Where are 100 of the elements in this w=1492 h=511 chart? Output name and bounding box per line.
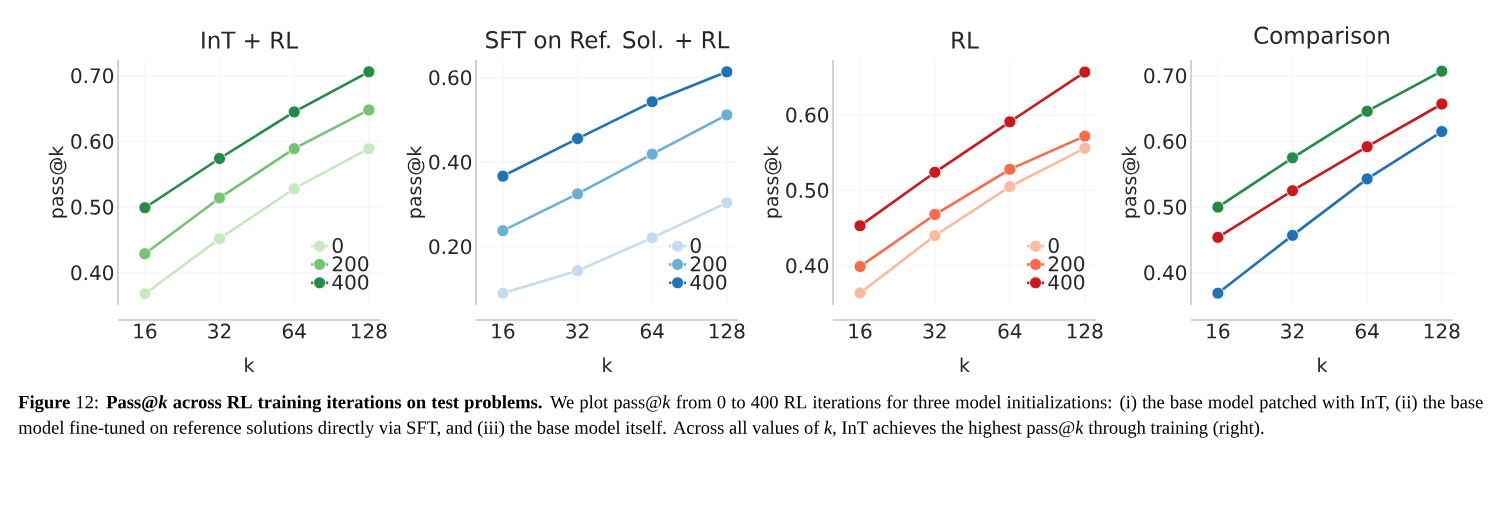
point	[1003, 115, 1017, 129]
point	[213, 152, 226, 165]
point	[1078, 65, 1092, 79]
point	[1286, 151, 1299, 165]
y-tick-label: 0.50	[1144, 199, 1187, 215]
y-axis-title: pass@k	[406, 145, 426, 218]
x-tick-label: 32	[1281, 323, 1304, 339]
point	[138, 287, 152, 301]
point	[928, 208, 942, 221]
chart-title: Comparison	[1254, 26, 1389, 49]
point	[1435, 64, 1449, 78]
x-axis-title: k	[1318, 357, 1328, 372]
y-axis-title: pass@k	[1121, 145, 1141, 218]
chart-title: SFT on Ref. Sol. + RL	[486, 30, 730, 49]
point	[287, 105, 301, 119]
point	[1003, 162, 1017, 176]
legend-label: 400	[332, 274, 369, 290]
point	[571, 187, 584, 201]
point	[928, 229, 942, 243]
point	[645, 231, 659, 245]
y-tick-label: 0.40	[1144, 265, 1187, 281]
legend-label: 200	[332, 256, 369, 272]
x-axis-title: k	[960, 357, 970, 372]
y-tick-label: 0.60	[1144, 133, 1187, 149]
y-tick-label: 0.60	[71, 133, 114, 149]
x-tick-label: 128	[709, 323, 745, 339]
point	[1286, 228, 1299, 242]
point	[362, 65, 376, 79]
x-axis-title: k	[245, 357, 255, 372]
legend-label: 200	[690, 256, 727, 272]
point	[928, 165, 942, 179]
point	[1435, 125, 1449, 139]
chart-title: RL	[952, 31, 979, 49]
x-tick-label: 128	[1424, 323, 1460, 339]
point	[720, 196, 734, 210]
x-axis-title: k	[603, 357, 613, 372]
y-tick-label: 0.50	[786, 182, 829, 198]
point	[571, 264, 584, 278]
legend-label: 200	[1048, 256, 1085, 272]
y-tick-label: 0.40	[71, 265, 114, 281]
legend-label: 0	[690, 237, 701, 254]
point	[1211, 286, 1225, 300]
point	[496, 224, 510, 238]
y-tick-label: 0.60	[429, 70, 472, 86]
point	[496, 286, 510, 300]
legend-label: 400	[1048, 274, 1085, 290]
y-axis-title: pass@k	[48, 145, 68, 218]
point	[853, 219, 867, 233]
x-tick-label: 32	[208, 323, 231, 339]
x-tick-label: 128	[1067, 323, 1103, 339]
point	[287, 182, 301, 196]
point	[1360, 172, 1374, 186]
x-tick-label: 64	[282, 323, 306, 339]
x-tick-label: 16	[1207, 323, 1230, 339]
point	[720, 108, 734, 122]
y-tick-label: 0.40	[429, 154, 472, 170]
x-tick-label: 64	[1355, 323, 1379, 339]
point	[287, 142, 301, 156]
point	[138, 247, 152, 261]
point	[1435, 97, 1449, 111]
point	[496, 169, 510, 183]
y-tick-label: 0.50	[71, 199, 114, 215]
point	[138, 201, 152, 215]
legend-label: 400	[690, 274, 727, 290]
point	[362, 103, 376, 117]
legend-label: 0	[1048, 237, 1059, 254]
point	[1078, 129, 1092, 143]
point	[1360, 140, 1374, 154]
x-tick-label: 32	[923, 323, 946, 339]
x-tick-label: 32	[566, 323, 589, 339]
y-tick-label: 0.20	[429, 239, 472, 255]
x-tick-label: 64	[640, 323, 664, 339]
text: Figure 12: Pass@k across RL training iterations on test problems. We plot pass@k from 0 to 400 RL iterations for three model initializations: (i) the base model patched with InT, (ii) the base model fine-tuned on reference solutions directly via SFT, and (iii) the base model itself. Across all values of k, InT achieves the highest pass@k through training (right).	[18, 395, 1483, 438]
point	[720, 65, 734, 79]
x-tick-label: 16	[134, 323, 157, 339]
y-tick-label: 0.70	[1144, 68, 1187, 84]
point	[571, 132, 584, 146]
chart-title: InT + RL	[202, 31, 298, 49]
x-tick-label: 128	[351, 323, 387, 339]
x-tick-label: 16	[849, 323, 872, 339]
point	[1078, 141, 1092, 155]
point	[213, 232, 226, 246]
point	[1286, 184, 1299, 198]
y-axis-title: pass@k	[763, 145, 783, 218]
point	[853, 286, 867, 300]
point	[1003, 180, 1017, 194]
x-tick-label: 64	[998, 323, 1022, 339]
x-tick-label: 16	[492, 323, 515, 339]
y-tick-label: 0.40	[786, 258, 829, 274]
point	[1360, 104, 1374, 118]
legend-label: 0	[332, 237, 343, 254]
y-tick-label: 0.60	[786, 107, 829, 123]
point	[645, 95, 659, 109]
point	[1211, 230, 1225, 244]
point	[362, 142, 376, 156]
point	[1211, 200, 1225, 214]
point	[645, 147, 659, 161]
y-tick-label: 0.70	[71, 68, 114, 84]
point	[853, 260, 867, 273]
point	[213, 191, 226, 205]
